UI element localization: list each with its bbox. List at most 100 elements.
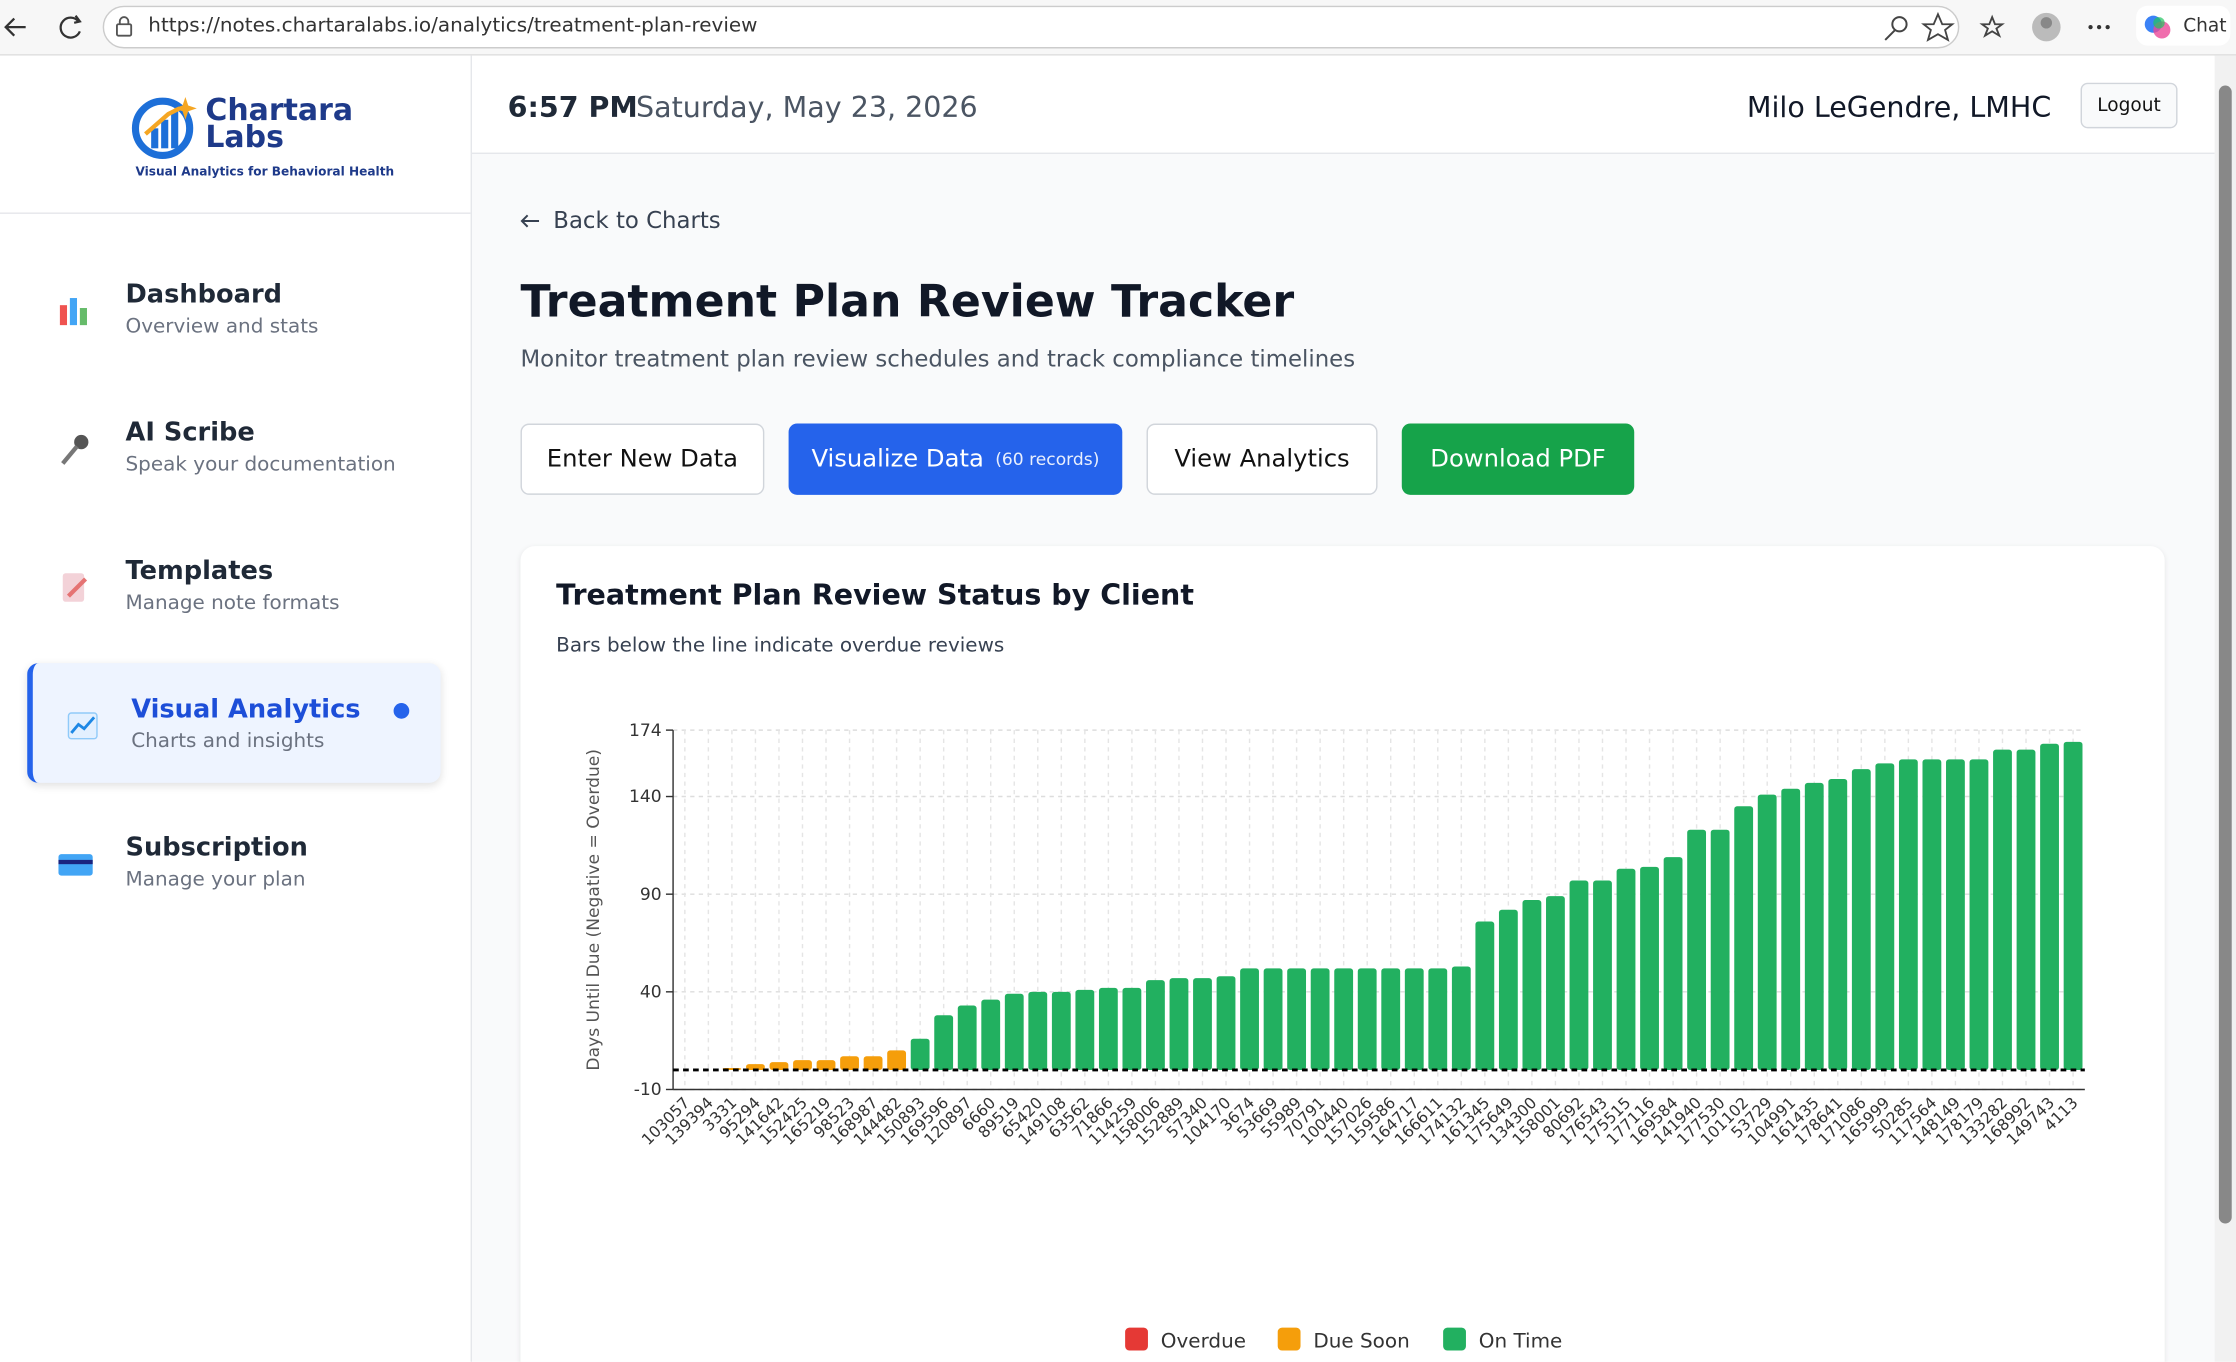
nav-icon bbox=[58, 854, 93, 876]
legend-label: Due Soon bbox=[1313, 1329, 1409, 1353]
bar bbox=[793, 1060, 812, 1070]
nav-icon bbox=[61, 434, 89, 465]
nav-title: Subscription bbox=[125, 832, 308, 863]
bar bbox=[1640, 866, 1659, 1070]
bar bbox=[1428, 968, 1448, 1070]
active-dot bbox=[393, 703, 410, 719]
bar bbox=[1546, 896, 1565, 1070]
bar bbox=[2040, 743, 2059, 1070]
chat-label: Chat bbox=[2183, 15, 2227, 38]
bar bbox=[1781, 788, 1801, 1070]
bar bbox=[1993, 749, 2012, 1070]
chart-subtitle: Bars below the line indicate overdue rev… bbox=[556, 633, 1004, 657]
bar bbox=[1075, 989, 1095, 1070]
address-bar[interactable] bbox=[102, 5, 1960, 49]
back-arrow bbox=[520, 214, 540, 228]
nav-title: Visual Analytics bbox=[131, 694, 361, 725]
bar bbox=[1475, 921, 1495, 1070]
nav-subtitle: Manage note formats bbox=[125, 591, 340, 615]
bar bbox=[1522, 900, 1542, 1070]
nav-item[interactable]: Templates Manage note formats bbox=[125, 556, 339, 614]
bar bbox=[1616, 868, 1636, 1070]
scroll-thumb[interactable] bbox=[2218, 85, 2232, 1224]
bar bbox=[1687, 829, 1707, 1070]
logout-button[interactable]: Logout bbox=[2080, 82, 2178, 129]
bar bbox=[1263, 968, 1283, 1070]
bar bbox=[1451, 966, 1471, 1070]
bar bbox=[1310, 968, 1330, 1070]
legend-label: On Time bbox=[1479, 1329, 1563, 1353]
chart: Treatment Plan Review Status by Client B… bbox=[556, 579, 2085, 1353]
nav-subtitle: Overview and stats bbox=[125, 315, 319, 338]
nav-subtitle: Speak your documentation bbox=[125, 453, 396, 477]
bar bbox=[934, 1015, 954, 1070]
bar bbox=[1498, 909, 1518, 1070]
visualize-button[interactable]: Visualize Data (60 records) bbox=[788, 423, 1123, 495]
chart-title: Treatment Plan Review Status by Client bbox=[556, 579, 1194, 612]
bar bbox=[957, 1005, 977, 1070]
bar bbox=[1193, 978, 1212, 1070]
nav-subtitle: Charts and insights bbox=[131, 730, 325, 753]
logo-area: Chartara Labs Visual Analytics for Behavi… bbox=[0, 56, 471, 214]
nav-icons[interactable] bbox=[0, 0, 100, 54]
nav-icon bbox=[62, 573, 88, 602]
enter-data-button[interactable]: Enter New Data bbox=[520, 423, 765, 495]
bar bbox=[1098, 987, 1118, 1070]
bar bbox=[1216, 976, 1236, 1070]
bar bbox=[1122, 987, 1142, 1070]
nav-subtitle: Manage your plan bbox=[125, 868, 306, 892]
legend-swatch bbox=[1443, 1327, 1466, 1351]
y-axis-label: Days Until Due (Negative = Overdue) bbox=[584, 749, 604, 1071]
time: 6:57 PM bbox=[507, 89, 638, 125]
bar bbox=[1569, 880, 1589, 1070]
bar bbox=[1169, 978, 1189, 1070]
record-count: (60 records) bbox=[995, 449, 1100, 470]
bar bbox=[1828, 778, 1848, 1070]
bar bbox=[1710, 829, 1730, 1070]
bar bbox=[840, 1056, 859, 1070]
analytics-button[interactable]: View Analytics bbox=[1146, 423, 1378, 495]
bar bbox=[1922, 759, 1942, 1070]
date: Saturday, May 23, 2026 bbox=[636, 89, 978, 125]
bar bbox=[1004, 993, 1024, 1070]
pdf-button[interactable]: Download PDF bbox=[1401, 423, 1635, 495]
copilot-icon bbox=[2144, 15, 2171, 39]
nav-title: AI Scribe bbox=[125, 417, 255, 448]
bar bbox=[1898, 759, 1918, 1070]
y-tick-label: 174 bbox=[629, 721, 662, 741]
y-tick-label: -10 bbox=[634, 1080, 662, 1100]
bar bbox=[2016, 749, 2036, 1070]
logo-tagline: Visual Analytics for Behavioral Health bbox=[135, 165, 395, 180]
back-link[interactable]: Back to Charts bbox=[553, 206, 721, 234]
bar bbox=[1663, 857, 1683, 1070]
bar bbox=[1146, 980, 1165, 1070]
legend-swatch bbox=[1277, 1327, 1301, 1351]
nav-item[interactable]: Visual Analytics Charts and insights bbox=[131, 694, 360, 752]
bar bbox=[746, 1064, 765, 1070]
nav-item[interactable]: Subscription Manage your plan bbox=[125, 833, 307, 891]
bar bbox=[1051, 991, 1071, 1070]
page-title: Treatment Plan Review Tracker bbox=[520, 276, 1295, 328]
bar bbox=[863, 1056, 883, 1070]
bar bbox=[1851, 769, 1871, 1070]
bar bbox=[1757, 794, 1777, 1070]
bar bbox=[1969, 759, 1989, 1070]
bar bbox=[910, 1038, 930, 1070]
bar bbox=[2063, 741, 2083, 1070]
logo-line: Chartara bbox=[205, 92, 354, 127]
y-tick-label: 90 bbox=[640, 885, 662, 905]
toolbar-icons[interactable] bbox=[1879, 11, 2121, 42]
bar bbox=[1381, 968, 1401, 1070]
bar bbox=[1357, 968, 1377, 1070]
bar bbox=[1734, 806, 1754, 1070]
top-bar: 6:57 PM Saturday, May 23, 2026 Milo LeGe… bbox=[472, 55, 2215, 155]
nav-item[interactable]: AI Scribe Speak your documentation bbox=[125, 418, 395, 476]
bar bbox=[1404, 968, 1424, 1070]
bar bbox=[887, 1050, 907, 1070]
page-subtitle: Monitor treatment plan review schedules … bbox=[520, 345, 1356, 373]
logo-name: Chartara Labs bbox=[205, 92, 354, 152]
bar bbox=[1334, 968, 1354, 1070]
nav-item[interactable]: Dashboard Overview and stats bbox=[125, 279, 318, 337]
